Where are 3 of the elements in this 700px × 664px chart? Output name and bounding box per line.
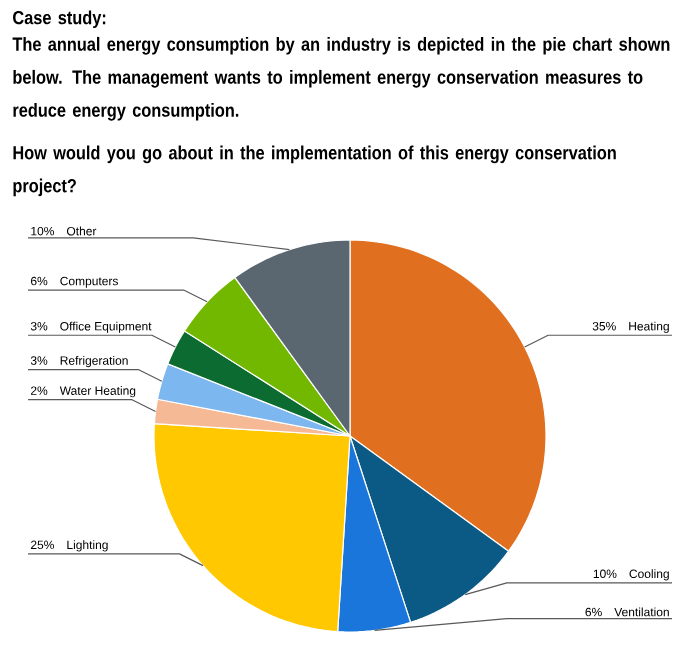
- chart-title: Case study:: [13, 10, 106, 29]
- text: How would you go about in the implementation of this energy conservation project?: [13, 145, 616, 197]
- chart-subtitle: The annual energy consumption by an industry is depicted in the pie chart shown below. The management wants to implement energy conservation measures to reduce energy consumption.: [12, 36, 670, 121]
